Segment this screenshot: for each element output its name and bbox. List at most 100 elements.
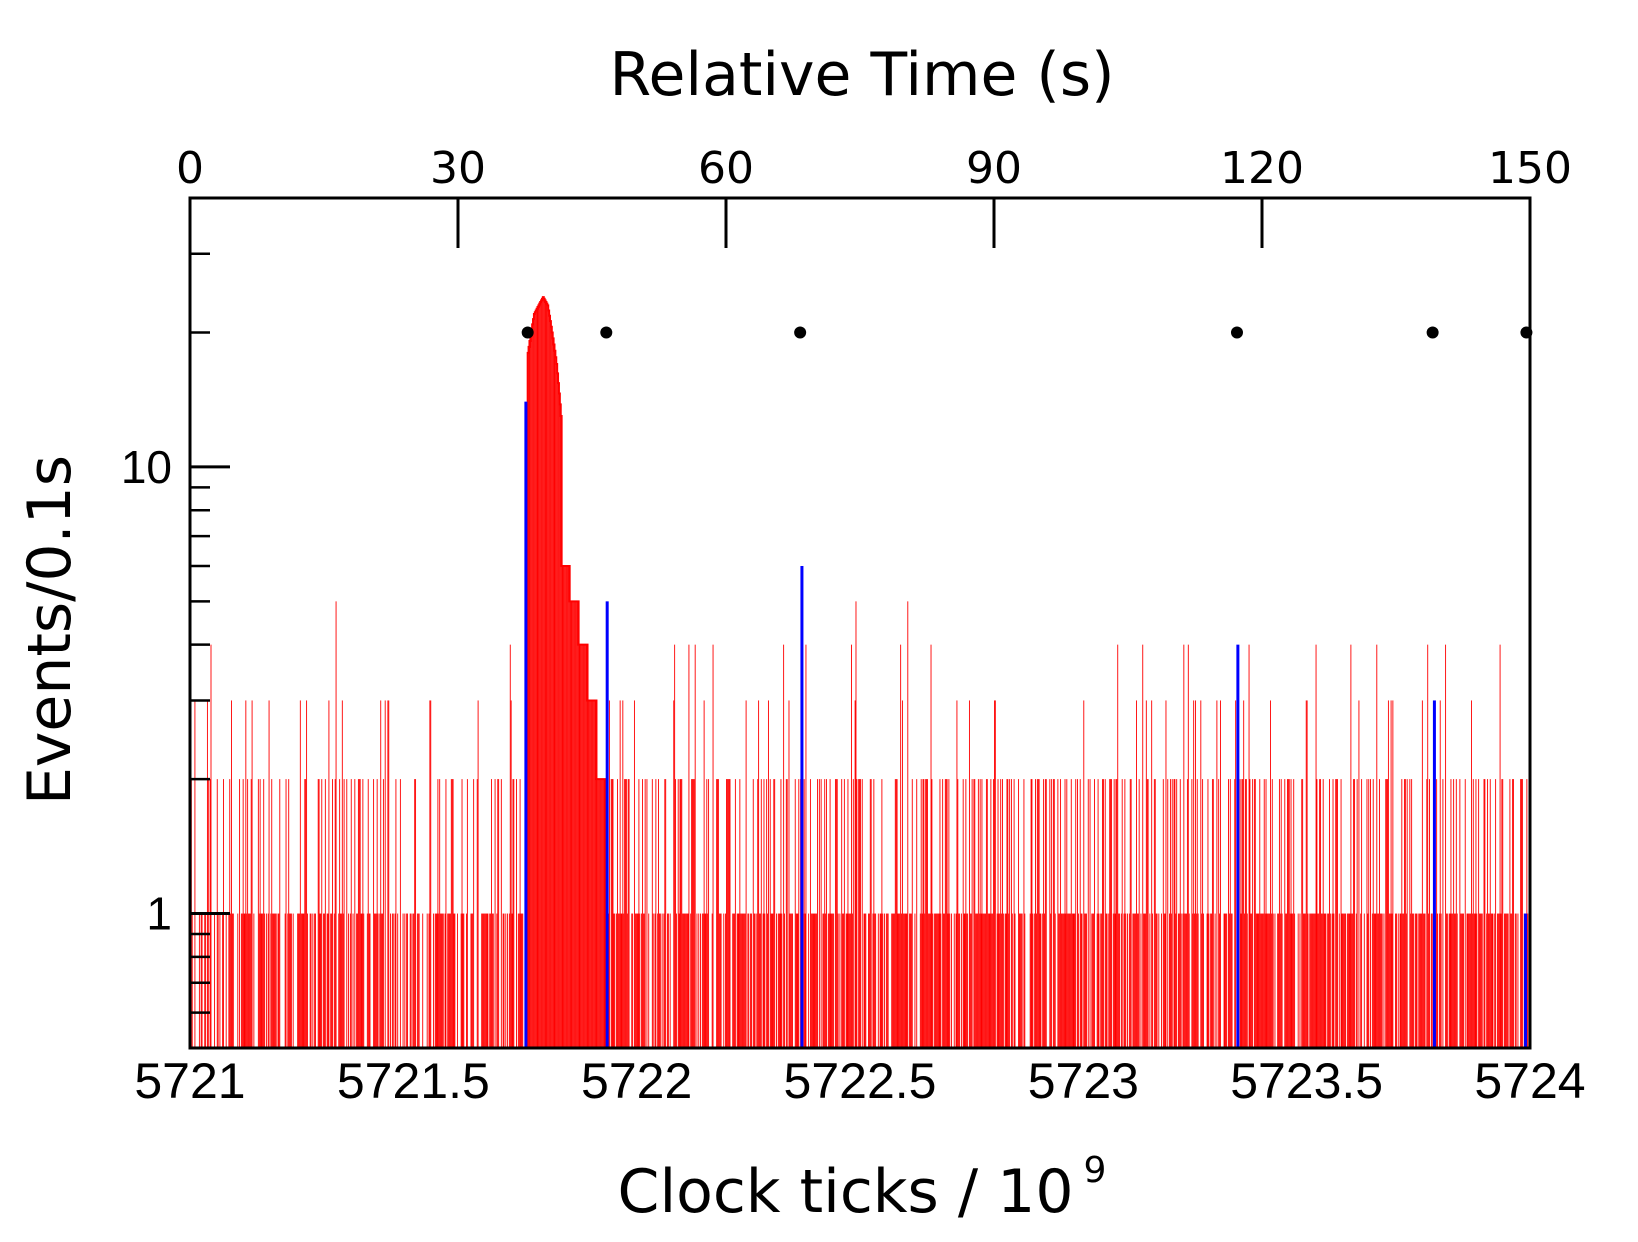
red-bin — [1361, 779, 1363, 1048]
red-bin — [1178, 913, 1180, 1048]
red-bin — [1288, 779, 1290, 1048]
red-bin — [882, 913, 884, 1048]
red-bin — [948, 779, 950, 1048]
red-bin — [863, 913, 865, 1048]
red-bin — [858, 779, 860, 1048]
red-bin — [1267, 913, 1269, 1048]
red-bin — [1390, 700, 1392, 1048]
red-bin — [847, 779, 849, 1048]
red-bin — [999, 913, 1001, 1048]
red-bin — [865, 913, 867, 1048]
red-bin — [432, 913, 434, 1048]
red-bin — [732, 913, 734, 1048]
red-bin — [1127, 913, 1129, 1048]
red-bin — [655, 779, 657, 1048]
red-bin — [698, 913, 700, 1048]
red-bin — [623, 913, 625, 1048]
red-bin — [1008, 913, 1010, 1048]
red-bin — [1412, 913, 1413, 1048]
red-bin — [994, 700, 996, 1048]
red-bin — [839, 913, 841, 1048]
red-bin — [530, 335, 532, 1049]
red-bin — [1165, 700, 1167, 1048]
red-bin — [843, 913, 844, 1048]
axis-labels: Relative Time (s) Clock ticks / 10 9 Even… — [15, 40, 1115, 1227]
red-bin — [1035, 913, 1037, 1048]
red-bin — [784, 913, 785, 1048]
red-bin — [519, 779, 521, 1048]
red-bin — [1358, 700, 1360, 1048]
red-bin — [438, 913, 440, 1048]
red-bin — [1094, 779, 1095, 1048]
red-bin — [1320, 779, 1321, 1048]
red-bin — [951, 913, 953, 1048]
red-bin — [1010, 779, 1012, 1048]
red-bin — [352, 913, 354, 1048]
red-bin — [441, 913, 443, 1048]
red-bin — [1421, 700, 1423, 1048]
red-bin — [929, 913, 931, 1048]
red-bin — [704, 913, 706, 1048]
red-bin — [1262, 913, 1263, 1048]
red-bin — [988, 913, 990, 1048]
red-bin — [748, 913, 750, 1048]
red-bin — [891, 913, 893, 1048]
red-bin — [531, 329, 533, 1049]
red-bin — [1386, 779, 1388, 1048]
y-axis-title: Events/0.1s — [15, 455, 85, 805]
red-bin — [829, 779, 831, 1048]
red-bin — [1097, 779, 1099, 1048]
red-bin — [1173, 779, 1175, 1048]
red-bin — [632, 913, 634, 1048]
red-bin — [1281, 913, 1283, 1048]
red-bin — [1328, 913, 1330, 1048]
red-bin — [262, 913, 264, 1048]
red-bin — [661, 913, 663, 1048]
red-bin — [1169, 913, 1170, 1048]
red-bin — [874, 913, 876, 1048]
red-bin — [1040, 913, 1042, 1048]
red-bin — [1151, 700, 1153, 1048]
axes: 0 30 60 90 120 150 5721 5721.5 5722 5722.5 5723 572… — [121, 143, 1586, 1109]
red-bin — [624, 779, 626, 1048]
red-bin — [240, 913, 242, 1048]
red-bin — [593, 700, 595, 1048]
red-bin — [516, 779, 517, 1048]
red-bin — [1502, 779, 1504, 1048]
red-bin — [1245, 779, 1247, 1048]
red-bin — [198, 913, 200, 1048]
red-bin — [664, 779, 666, 1048]
red-bin — [1420, 913, 1422, 1048]
red-bin — [1248, 644, 1250, 1048]
red-bin — [906, 913, 908, 1048]
red-bin — [736, 913, 738, 1048]
red-bin — [306, 700, 308, 1048]
red-bin — [686, 913, 688, 1048]
red-bin — [1406, 779, 1408, 1048]
red-bin — [520, 913, 522, 1048]
red-bin — [901, 700, 903, 1048]
red-bin — [357, 779, 359, 1048]
red-bin — [1487, 779, 1489, 1048]
red-bin — [1201, 913, 1203, 1048]
red-bin — [960, 913, 962, 1048]
red-bin — [1255, 913, 1257, 1048]
red-bin — [450, 779, 452, 1048]
red-bin — [1262, 913, 1264, 1048]
red-bin — [692, 779, 693, 1048]
red-bin — [1087, 779, 1089, 1048]
red-bin — [1254, 779, 1256, 1048]
red-bin — [1387, 700, 1389, 1048]
red-bin — [1449, 913, 1451, 1048]
red-bin — [1335, 779, 1337, 1048]
red-bin — [301, 913, 303, 1048]
red-bin — [708, 779, 710, 1048]
red-bin — [654, 913, 656, 1048]
red-bin — [264, 913, 266, 1048]
red-bin — [1002, 779, 1003, 1048]
red-bin — [1137, 913, 1139, 1048]
red-bin — [1052, 779, 1054, 1048]
red-bin — [1454, 913, 1455, 1048]
red-bin — [334, 779, 336, 1048]
red-bin — [837, 913, 839, 1048]
